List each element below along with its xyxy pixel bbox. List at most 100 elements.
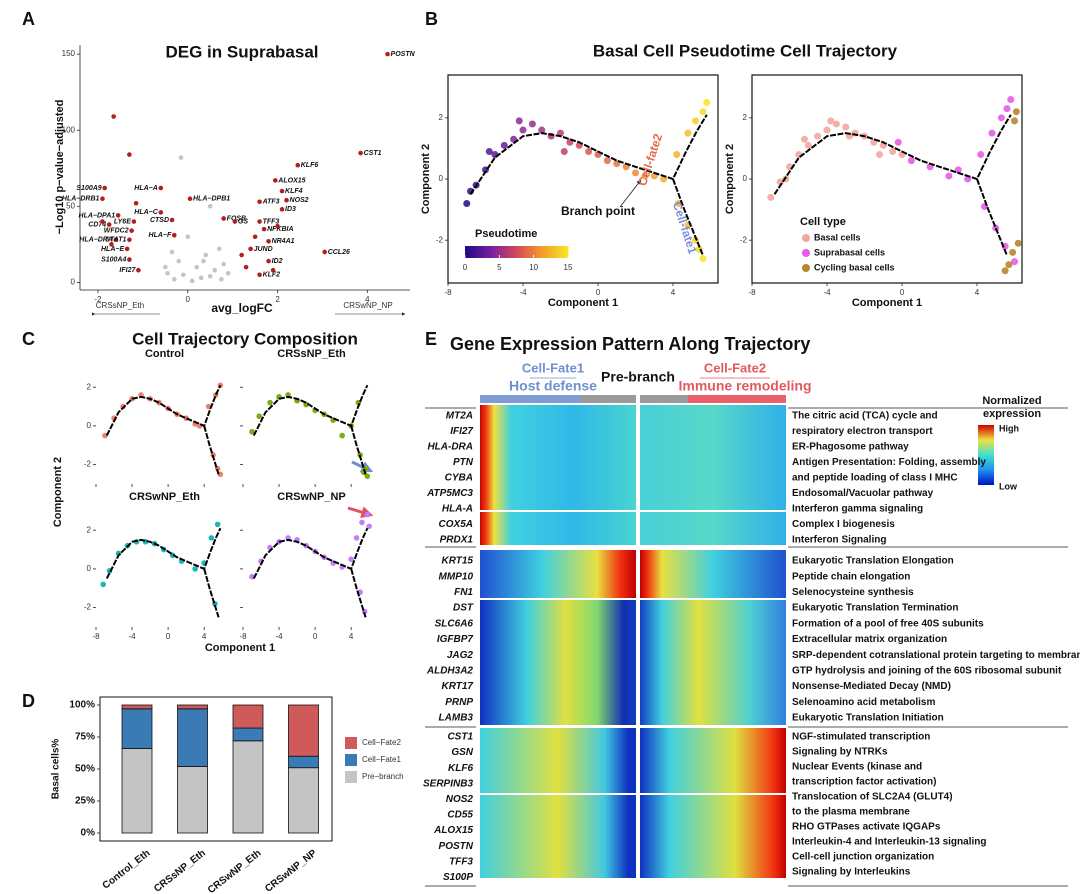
gene-label: NR4A1 [272, 238, 295, 245]
cell-point [945, 172, 953, 180]
cell-point [348, 556, 354, 563]
x-tick-label: 0 [166, 632, 171, 641]
y-axis-label: Basal cells% [51, 739, 62, 800]
gene-label: IFI27 [119, 267, 136, 274]
cell-point [889, 147, 897, 155]
colorbar-cell [483, 246, 487, 258]
x-tick-label: CRSsNP_Eth [152, 848, 208, 894]
gene-point [102, 185, 107, 191]
cell-point [364, 511, 371, 518]
gene-label: KLF2 [263, 272, 281, 279]
colorbar-tick-label: 5 [497, 263, 502, 272]
gene-label: HLA−F [149, 232, 172, 239]
plot-frame [751, 74, 1023, 284]
cell-point [1009, 248, 1017, 256]
cell-point [256, 413, 263, 420]
legend-label: Cycling basal cells [814, 262, 895, 272]
pathway-name: Nonsense-Mediated Decay (NMD) [792, 681, 951, 692]
cell-point [192, 566, 198, 572]
colorbar-cell [513, 246, 517, 258]
legend-label: Cell−Fate1 [362, 755, 401, 764]
gene-point [158, 185, 164, 191]
cell-point [267, 399, 273, 406]
direction-label: CRSsNP_Eth [96, 301, 144, 310]
y-tick-label: -2 [84, 603, 92, 612]
x-tick-label: 0 [900, 288, 905, 297]
cell-point [364, 473, 371, 480]
bar-segment [121, 748, 153, 834]
pathway-name: Signaling by NTRKs [792, 747, 888, 758]
y-tick-label: 0 [87, 564, 92, 573]
y-tick-label: 0 [87, 421, 92, 430]
colorbar-cell [516, 246, 520, 258]
gene-name: CYBA [445, 473, 473, 484]
legend-swatch [802, 234, 810, 242]
gene-point [109, 242, 114, 247]
trajectory [773, 114, 1012, 256]
panel-label: A [22, 9, 35, 29]
column-header: Pre-branch [601, 369, 675, 385]
cell-point [353, 535, 360, 541]
bar-segment [121, 704, 153, 710]
gene-label: S100A9 [76, 185, 101, 192]
trajectory [105, 384, 222, 475]
gene-name: KRT15 [442, 556, 474, 567]
gene-name: MT2A [446, 411, 473, 422]
colorbar-cell [472, 246, 476, 258]
gene-point [203, 252, 209, 258]
cell-point [1007, 95, 1015, 103]
colorbar-cell [470, 246, 474, 258]
gene-point [201, 258, 206, 264]
legend-label: Pre−branch [362, 772, 404, 781]
gene-label: CTSD [150, 217, 169, 224]
cell-point [767, 193, 775, 201]
gene-point [207, 204, 213, 209]
bar-segment [288, 704, 319, 757]
gene-point [216, 246, 222, 252]
gene-point [273, 178, 278, 183]
cell-point [560, 147, 568, 155]
colorbar-cell [539, 246, 543, 258]
gene-name: NOS2 [446, 794, 474, 805]
colorbar-cell [501, 246, 505, 258]
y-tick-label: 25% [75, 796, 95, 807]
gene-name: IFI27 [450, 426, 473, 437]
gene-name: CST1 [447, 732, 473, 743]
gene-point [261, 226, 267, 232]
colorbar-cell [537, 246, 541, 258]
x-tick-label: 4 [975, 288, 980, 297]
gene-name: ALDH3A2 [426, 666, 474, 677]
gene-point [232, 219, 238, 224]
gene-label: CST1 [364, 150, 382, 157]
gene-name: MMP10 [439, 571, 474, 582]
panel-title: CRSsNP_Eth [277, 348, 346, 360]
x-tick-label: -8 [92, 632, 100, 641]
colorbar-cell [465, 246, 469, 258]
gene-name: CD55 [447, 810, 473, 821]
pathway-name: Eukaryotic Translation Initiation [792, 713, 944, 724]
gene-point [257, 219, 262, 224]
cell-point [249, 428, 255, 435]
gene-point [171, 277, 177, 282]
cell-point [528, 120, 536, 128]
pathway-name: Extracellular matrix organization [792, 634, 947, 645]
cell-point [1012, 108, 1020, 116]
gene-name: SERPINB3 [423, 778, 473, 789]
pathway-name: to the plasma membrane [792, 807, 910, 818]
cell-point [515, 117, 523, 125]
y-tick-label: 2 [87, 525, 92, 534]
gene-name: JAG2 [447, 650, 474, 661]
column-header: Host defense [509, 378, 597, 394]
gene-name: IGFBP7 [437, 634, 474, 645]
gene-label: NOS2 [290, 197, 309, 204]
heatmap-column-bars [480, 395, 786, 403]
y-axis-label: Component 2 [420, 144, 432, 214]
cell-point [684, 129, 692, 137]
gene-label: TFF3 [263, 218, 280, 225]
colorbar-cell [552, 246, 556, 258]
legend-label: Low [999, 481, 1018, 491]
gene-point [171, 232, 177, 238]
cell-point [1011, 258, 1018, 266]
gene-label: POSTN [391, 51, 416, 58]
